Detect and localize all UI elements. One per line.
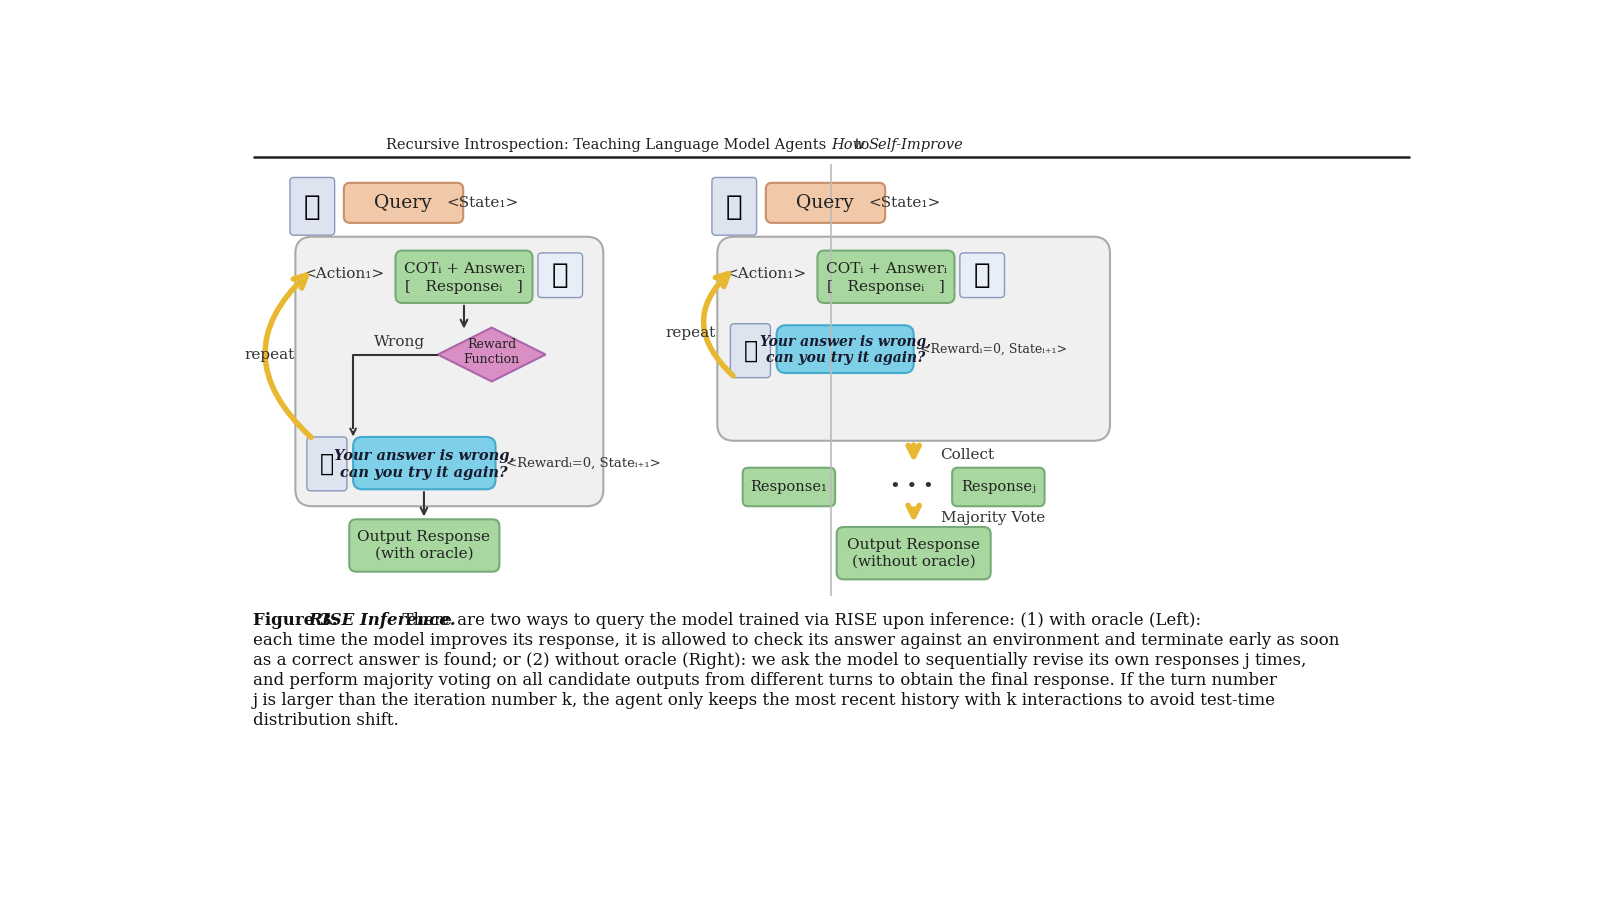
FancyBboxPatch shape — [717, 237, 1109, 441]
Text: Responseⱼ: Responseⱼ — [960, 480, 1036, 494]
FancyBboxPatch shape — [354, 437, 496, 489]
Polygon shape — [438, 327, 545, 381]
Text: repeat: repeat — [245, 347, 295, 362]
FancyBboxPatch shape — [730, 324, 770, 377]
Text: <Action₁>: <Action₁> — [725, 267, 806, 281]
Text: Self-Improve: Self-Improve — [869, 138, 963, 152]
FancyBboxPatch shape — [344, 183, 464, 223]
Text: 👤: 👤 — [727, 193, 743, 220]
Text: can you try it again?: can you try it again? — [766, 351, 925, 366]
Text: RISE Inference.: RISE Inference. — [308, 611, 456, 629]
Text: Recursive Introspection: Teaching Language Model Agents: Recursive Introspection: Teaching Langua… — [386, 138, 830, 152]
Text: Majority Vote: Majority Vote — [941, 511, 1045, 525]
Text: Query: Query — [375, 194, 431, 212]
FancyBboxPatch shape — [539, 253, 582, 298]
Text: <State₁>: <State₁> — [868, 196, 941, 210]
FancyBboxPatch shape — [396, 250, 532, 303]
Text: <Action₁>: <Action₁> — [303, 267, 384, 281]
Text: 👤: 👤 — [303, 193, 321, 220]
Text: Output Response
(without oracle): Output Response (without oracle) — [847, 538, 980, 569]
Text: as a correct answer is found; or (2) without oracle (Right): we ask the model to: as a correct answer is found; or (2) wit… — [253, 652, 1306, 669]
Text: • • •: • • • — [890, 478, 934, 496]
Text: distribution shift.: distribution shift. — [253, 712, 399, 728]
Text: Wrong: Wrong — [373, 335, 425, 349]
Text: 🤖: 🤖 — [551, 261, 569, 289]
Text: Your answer is wrong,: Your answer is wrong, — [334, 449, 514, 463]
FancyBboxPatch shape — [766, 183, 886, 223]
Text: 👤: 👤 — [320, 452, 334, 476]
FancyBboxPatch shape — [295, 237, 603, 506]
Text: COTᵢ + Answerᵢ: COTᵢ + Answerᵢ — [826, 262, 946, 276]
Text: Your answer is wrong,: Your answer is wrong, — [759, 335, 931, 349]
Text: Collect: Collect — [941, 449, 994, 462]
Text: [   Responseᵢ   ]: [ Responseᵢ ] — [406, 280, 522, 293]
Text: can you try it again?: can you try it again? — [341, 466, 508, 480]
Text: Query: Query — [796, 194, 855, 212]
Text: 👤: 👤 — [743, 339, 757, 363]
Text: to: to — [850, 138, 874, 152]
Text: repeat: repeat — [665, 326, 715, 340]
Text: Response₁: Response₁ — [751, 480, 827, 494]
FancyBboxPatch shape — [960, 253, 1004, 298]
Text: COTᵢ + Answerᵢ: COTᵢ + Answerᵢ — [404, 262, 524, 276]
Text: [   Responseᵢ   ]: [ Responseᵢ ] — [827, 280, 946, 293]
Text: j is larger than the iteration number k, the agent only keeps the most recent hi: j is larger than the iteration number k,… — [253, 692, 1277, 708]
FancyBboxPatch shape — [743, 468, 835, 506]
FancyBboxPatch shape — [777, 325, 913, 373]
FancyBboxPatch shape — [952, 468, 1045, 506]
Text: each time the model improves its response, it is allowed to check its answer aga: each time the model improves its respons… — [253, 632, 1340, 649]
Text: There are two ways to query the model trained via RISE upon inference: (1) with : There are two ways to query the model tr… — [391, 611, 1200, 629]
Text: <State₁>: <State₁> — [446, 196, 519, 210]
FancyBboxPatch shape — [837, 527, 991, 579]
Text: 🤖: 🤖 — [973, 261, 991, 289]
Text: Figure 3:: Figure 3: — [253, 611, 344, 629]
FancyBboxPatch shape — [307, 437, 347, 491]
Text: How: How — [830, 138, 865, 152]
FancyBboxPatch shape — [290, 177, 334, 235]
FancyBboxPatch shape — [712, 177, 756, 235]
Text: and perform majority voting on all candidate outputs from different turns to obt: and perform majority voting on all candi… — [253, 672, 1277, 689]
Text: Reward
Function: Reward Function — [464, 338, 519, 367]
Text: Output Response
(with oracle): Output Response (with oracle) — [357, 530, 490, 560]
FancyBboxPatch shape — [817, 250, 954, 303]
FancyBboxPatch shape — [349, 519, 500, 571]
Text: <Rewardᵢ=0, Stateᵢ₊₁>: <Rewardᵢ=0, Stateᵢ₊₁> — [506, 457, 660, 470]
Text: <Rewardᵢ=0, Stateᵢ₊₁>: <Rewardᵢ=0, Stateᵢ₊₁> — [920, 343, 1067, 356]
